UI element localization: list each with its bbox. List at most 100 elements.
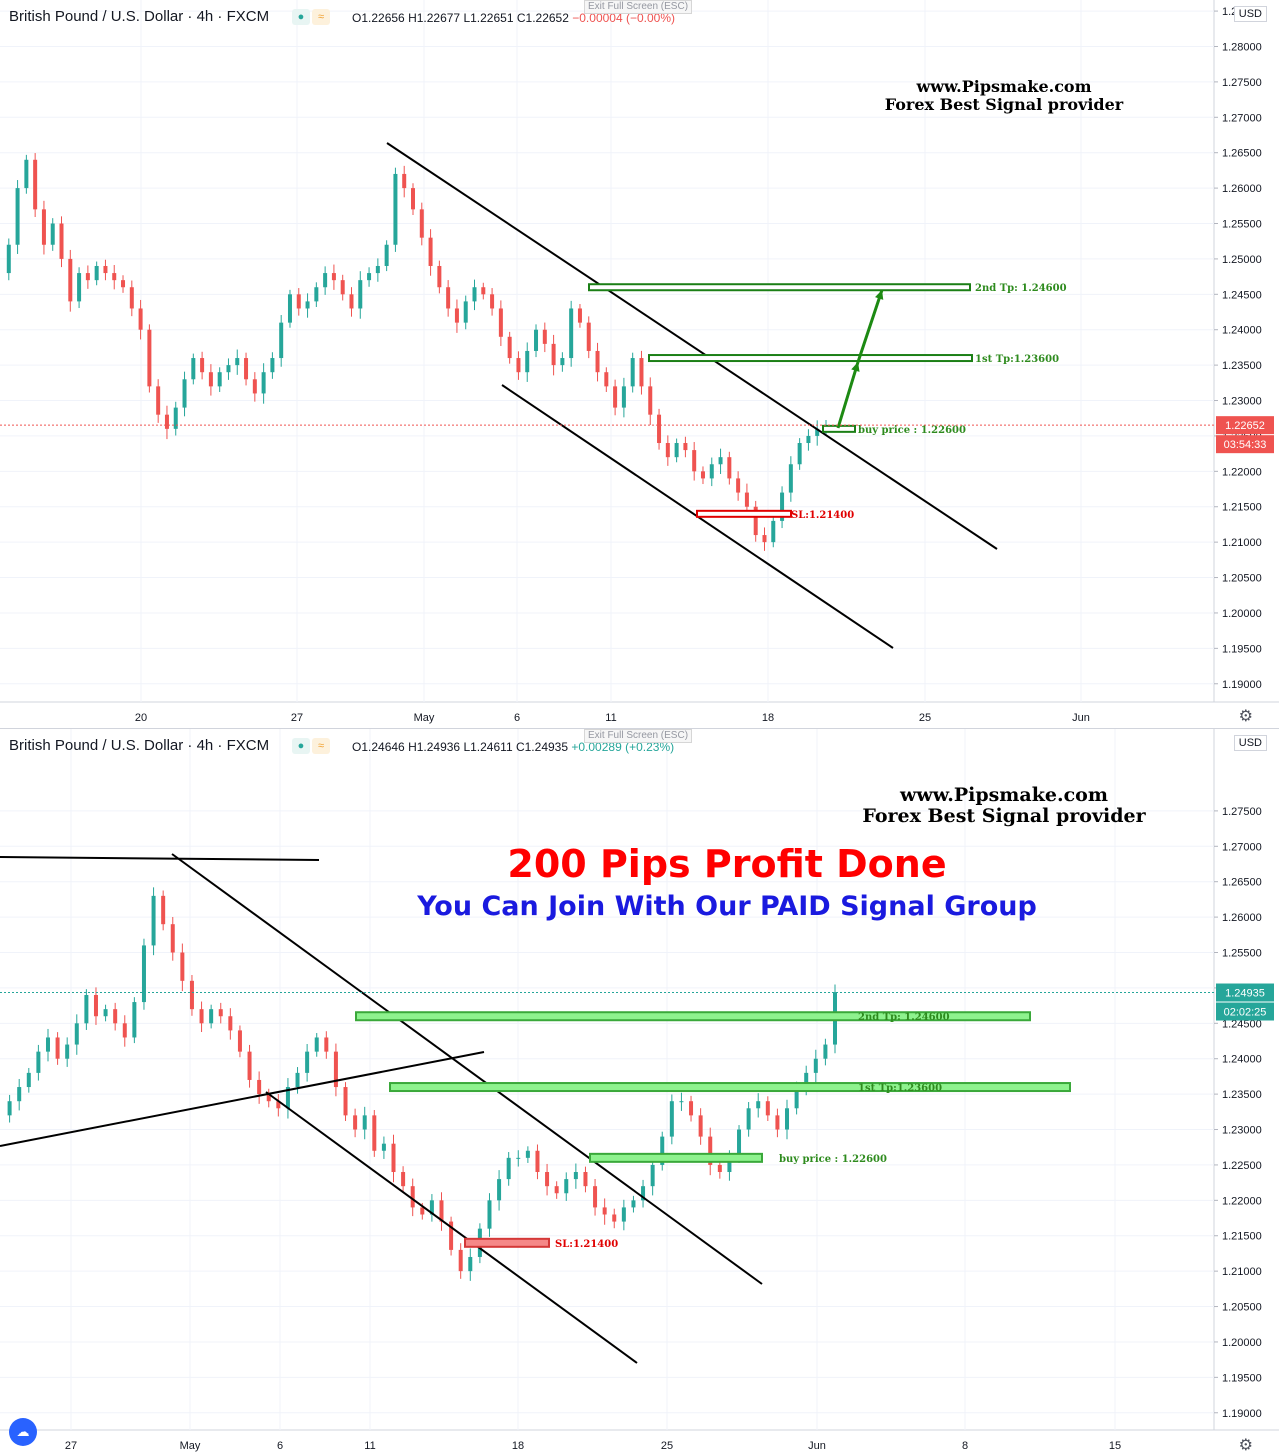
- candle-body: [132, 1002, 137, 1038]
- candle-body: [237, 1030, 242, 1052]
- price-tick-label: 1.25000: [1222, 254, 1262, 266]
- price-axis: [1214, 729, 1279, 1430]
- candle-body: [156, 386, 161, 415]
- candle-body: [468, 1256, 473, 1272]
- price-tick-label: 1.21000: [1222, 537, 1262, 549]
- candle-body: [516, 358, 521, 373]
- candle-body: [17, 1087, 22, 1102]
- price-tick-label: 1.20000: [1222, 608, 1262, 620]
- candle-body: [660, 1136, 665, 1165]
- candle-body: [700, 471, 705, 479]
- candle-body: [218, 1009, 223, 1017]
- candle-body: [323, 273, 328, 288]
- candle-body: [295, 1072, 300, 1088]
- exit-fullscreen-button[interactable]: Exit Full Screen (ESC): [584, 729, 693, 743]
- dot-icon[interactable]: ●: [292, 738, 310, 754]
- exit-fullscreen-button[interactable]: Exit Full Screen (ESC): [584, 0, 693, 14]
- symbol-title[interactable]: British Pound / U.S. Dollar · 4h · FXCM: [9, 737, 270, 754]
- chart-canvas-top[interactable]: 1.285001.280001.275001.270001.265001.260…: [0, 0, 1279, 728]
- candle-body: [24, 159, 29, 189]
- candle-body: [410, 1186, 415, 1208]
- price-tick-label: 1.26500: [1222, 877, 1262, 889]
- candle-body: [103, 265, 108, 274]
- price-tick-label: 1.19000: [1222, 1408, 1262, 1420]
- indicator-toggles[interactable]: ● ≈: [292, 9, 330, 25]
- chart-panel-top[interactable]: 1.285001.280001.275001.270001.265001.260…: [0, 0, 1279, 728]
- ohlc-change: +0.00289 (+0.23%): [571, 740, 675, 754]
- currency-label[interactable]: USD: [1233, 6, 1267, 22]
- candle-body: [276, 1101, 281, 1109]
- price-tick-label: 1.26000: [1222, 183, 1262, 195]
- wave-icon[interactable]: ≈: [312, 738, 330, 754]
- candle-body: [333, 1051, 338, 1088]
- chart-canvas-bottom[interactable]: 1.275001.270001.265001.260001.255001.250…: [0, 729, 1279, 1456]
- candle-body: [429, 1200, 434, 1215]
- candle-body: [93, 994, 98, 1017]
- candle-body: [252, 379, 257, 394]
- symbol-title[interactable]: British Pound / U.S. Dollar · 4h · FXCM: [9, 8, 270, 25]
- candle-body: [375, 265, 380, 274]
- arrow-head: [875, 290, 884, 300]
- candle-body: [648, 386, 653, 415]
- time-tick-label: 6: [277, 1440, 283, 1452]
- candle-body: [411, 188, 415, 210]
- candle-body: [535, 1150, 540, 1173]
- sl-box: [696, 509, 792, 518]
- candle-body: [446, 287, 451, 309]
- candle-body: [813, 1058, 818, 1073]
- candle-body: [296, 294, 301, 309]
- candle-body: [683, 443, 688, 451]
- last-price-value: 1.22652: [1225, 420, 1265, 432]
- sl-label: SL:1.21400: [555, 1239, 618, 1250]
- candle-body: [381, 1143, 386, 1151]
- ohlc-open: O1.22656: [352, 11, 405, 25]
- candle-body: [428, 237, 433, 266]
- price-axis: [1214, 0, 1279, 702]
- buy-label: buy price : 1.22600: [858, 425, 966, 436]
- candle-body: [384, 244, 389, 266]
- ohlc-close: C1.24935: [515, 740, 569, 754]
- target-arrow: [856, 289, 884, 363]
- headline-profit: 200 Pips Profit Done: [507, 842, 946, 886]
- dot-icon[interactable]: ●: [292, 9, 310, 25]
- tradingview-logo-icon[interactable]: ☁: [9, 1418, 37, 1446]
- candle-body: [639, 358, 644, 387]
- price-tick-label: 1.23000: [1222, 396, 1262, 408]
- candle-body: [305, 1051, 310, 1073]
- countdown-value: 02:02:25: [1224, 1007, 1267, 1019]
- price-tick-label: 1.21500: [1222, 1231, 1262, 1243]
- chart-panel-bottom[interactable]: 1.275001.270001.265001.260001.255001.250…: [0, 728, 1279, 1456]
- wave-icon[interactable]: ≈: [312, 9, 330, 25]
- candle-body: [708, 1136, 713, 1165]
- time-tick-label: 6: [514, 712, 520, 724]
- candle-body: [15, 188, 20, 245]
- candle-body: [189, 980, 194, 1010]
- candle-body: [391, 1143, 396, 1173]
- price-tick-label: 1.20000: [1222, 1337, 1262, 1349]
- candle-body: [33, 159, 38, 210]
- time-tick-label: 18: [512, 1440, 524, 1452]
- currency-label[interactable]: USD: [1233, 735, 1267, 751]
- price-tick-label: 1.27500: [1222, 77, 1262, 89]
- candle-body: [247, 1051, 252, 1080]
- candle-body: [343, 1087, 348, 1116]
- candle-body: [780, 492, 785, 521]
- candle-body: [481, 287, 486, 295]
- candle-body: [631, 1200, 636, 1208]
- gear-icon[interactable]: ⚙: [1238, 1437, 1253, 1454]
- candle-body: [621, 1207, 626, 1222]
- candle-body: [545, 1172, 550, 1187]
- candle-body: [94, 265, 99, 281]
- indicator-toggles[interactable]: ● ≈: [292, 738, 330, 754]
- gear-icon[interactable]: ⚙: [1238, 708, 1253, 725]
- candle-body: [753, 506, 758, 536]
- candle-body: [45, 1037, 50, 1052]
- price-tick-label: 1.26000: [1222, 912, 1262, 924]
- price-tick-label: 1.27000: [1222, 112, 1262, 124]
- price-tick-label: 1.26500: [1222, 148, 1262, 160]
- candle-body: [161, 895, 166, 925]
- candle-body: [419, 209, 424, 238]
- candle-body: [718, 457, 723, 465]
- watermark-url: www.Pipsmake.com: [899, 784, 1108, 806]
- candle-body: [77, 273, 82, 302]
